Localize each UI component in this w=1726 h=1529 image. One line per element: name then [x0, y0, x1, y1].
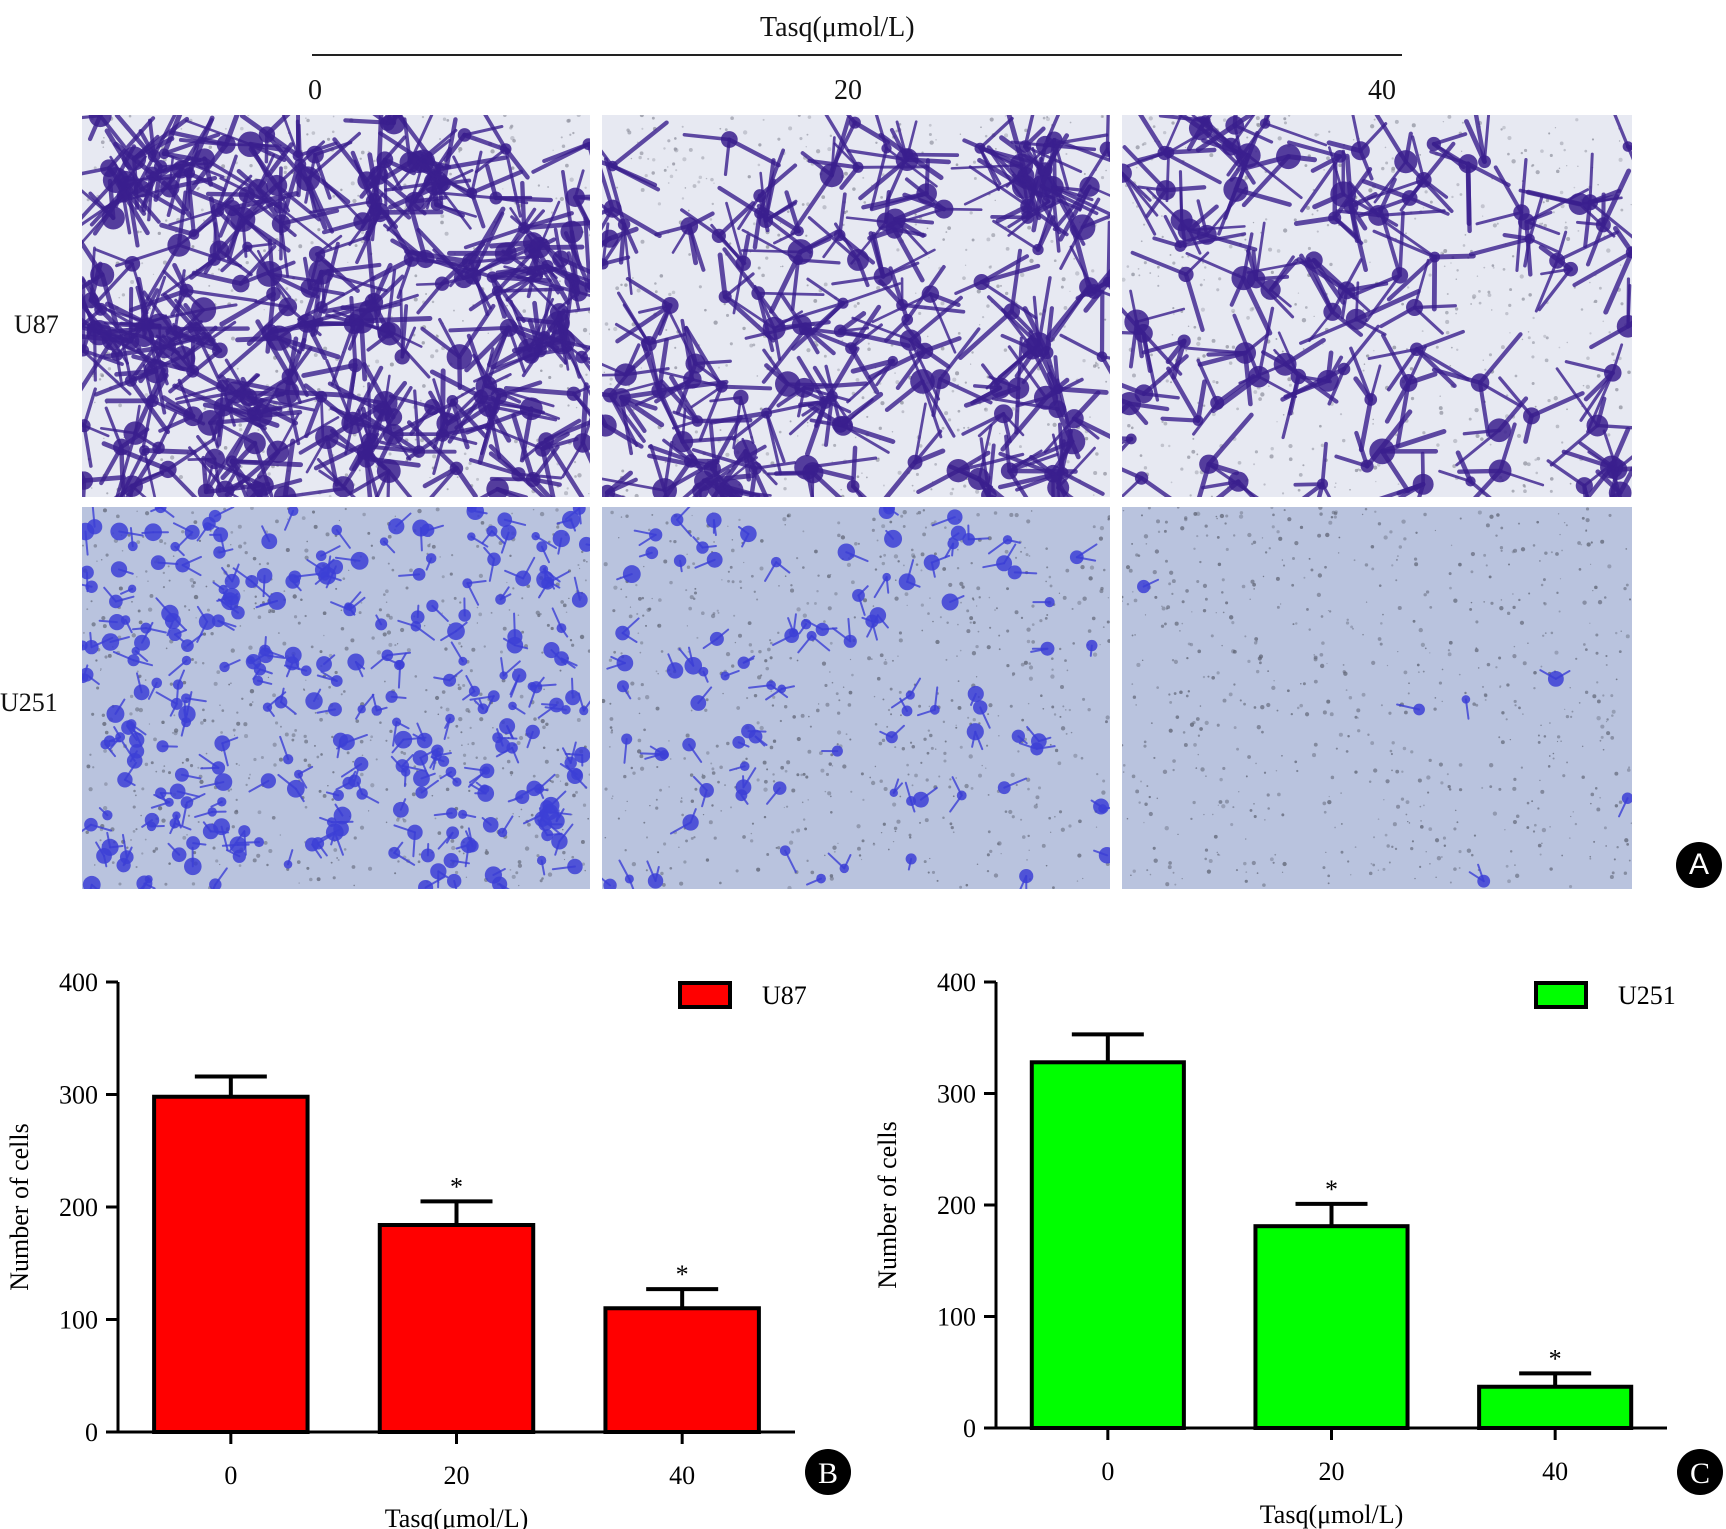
dose-label-20: 20	[834, 75, 862, 106]
micrograph-u87-40	[1122, 115, 1632, 497]
bar	[1029, 1060, 1186, 1430]
x-axis-title: Tasq(μmol/L)	[1260, 1500, 1404, 1529]
treatment-divider	[312, 54, 1402, 56]
bar	[1477, 1384, 1634, 1430]
legend-label: U87	[762, 981, 807, 1010]
x-tick-label: 0	[224, 1461, 237, 1490]
micrograph-u87-0	[82, 115, 590, 497]
micrograph-u251-0	[82, 507, 590, 889]
dose-label-40: 40	[1368, 75, 1396, 106]
bar-chart-u251: 0 100 200 300 400 0 * 20 * 40 Tasq(μmol/L) Number o…	[873, 968, 1723, 1529]
y-tick-label: 400	[937, 968, 976, 997]
micrograph-u251-40	[1122, 507, 1632, 889]
y-tick-label: 200	[59, 1193, 98, 1222]
legend-swatch	[678, 981, 732, 1009]
dose-label-0: 0	[308, 75, 322, 106]
y-tick-label: 300	[59, 1081, 98, 1110]
panel-badge	[1677, 1449, 1723, 1495]
x-axis-title: Tasq(μmol/L)	[385, 1504, 529, 1529]
bar	[603, 1306, 761, 1434]
row-label-u251: U251	[0, 688, 58, 717]
panel-badge	[805, 1449, 851, 1495]
panel-badge-a: A	[1676, 842, 1722, 888]
significance-marker: *	[1325, 1175, 1338, 1204]
bar-chart-u87: 0 100 200 300 400 0 * 20 * 40 Tasq(μmol/L) Number o…	[5, 968, 851, 1529]
y-tick-label: 0	[963, 1414, 976, 1443]
y-axis-title: Number of cells	[5, 1123, 34, 1291]
row-label-u87: U87	[14, 310, 59, 339]
legend-swatch	[1534, 981, 1588, 1009]
x-tick-label: 40	[1542, 1457, 1568, 1486]
stained-cells	[1122, 115, 1632, 497]
significance-marker: *	[1549, 1344, 1562, 1373]
x-tick-label: 40	[669, 1461, 695, 1490]
y-tick-label: 400	[59, 968, 98, 997]
stained-cells	[602, 507, 1110, 889]
micrograph-u251-20	[602, 507, 1110, 889]
membrane-texture	[1122, 507, 1632, 889]
bar	[377, 1223, 536, 1434]
bar	[152, 1094, 310, 1434]
significance-marker: *	[676, 1260, 689, 1289]
x-tick-label: 20	[1319, 1457, 1345, 1486]
panel-badge-label: C	[1690, 1457, 1710, 1490]
y-tick-label: 200	[937, 1191, 976, 1220]
membrane-texture	[602, 509, 1110, 889]
y-tick-label: 0	[85, 1418, 98, 1447]
x-tick-label: 0	[1101, 1457, 1114, 1486]
panel-badge-label: B	[818, 1457, 838, 1490]
treatment-label: Tasq(μmol/L)	[760, 12, 915, 43]
bar	[1253, 1224, 1410, 1430]
legend-label: U251	[1618, 981, 1676, 1010]
stained-cells	[602, 115, 1110, 497]
y-tick-label: 300	[937, 1080, 976, 1109]
y-tick-label: 100	[59, 1306, 98, 1335]
significance-marker: *	[450, 1172, 463, 1201]
x-tick-label: 20	[444, 1461, 470, 1490]
stained-cells	[82, 115, 590, 497]
y-tick-label: 100	[937, 1303, 976, 1332]
stained-cells	[1137, 578, 1632, 888]
micrograph-u87-20	[602, 115, 1110, 497]
stained-cells	[82, 507, 590, 889]
y-axis-title: Number of cells	[873, 1121, 902, 1289]
